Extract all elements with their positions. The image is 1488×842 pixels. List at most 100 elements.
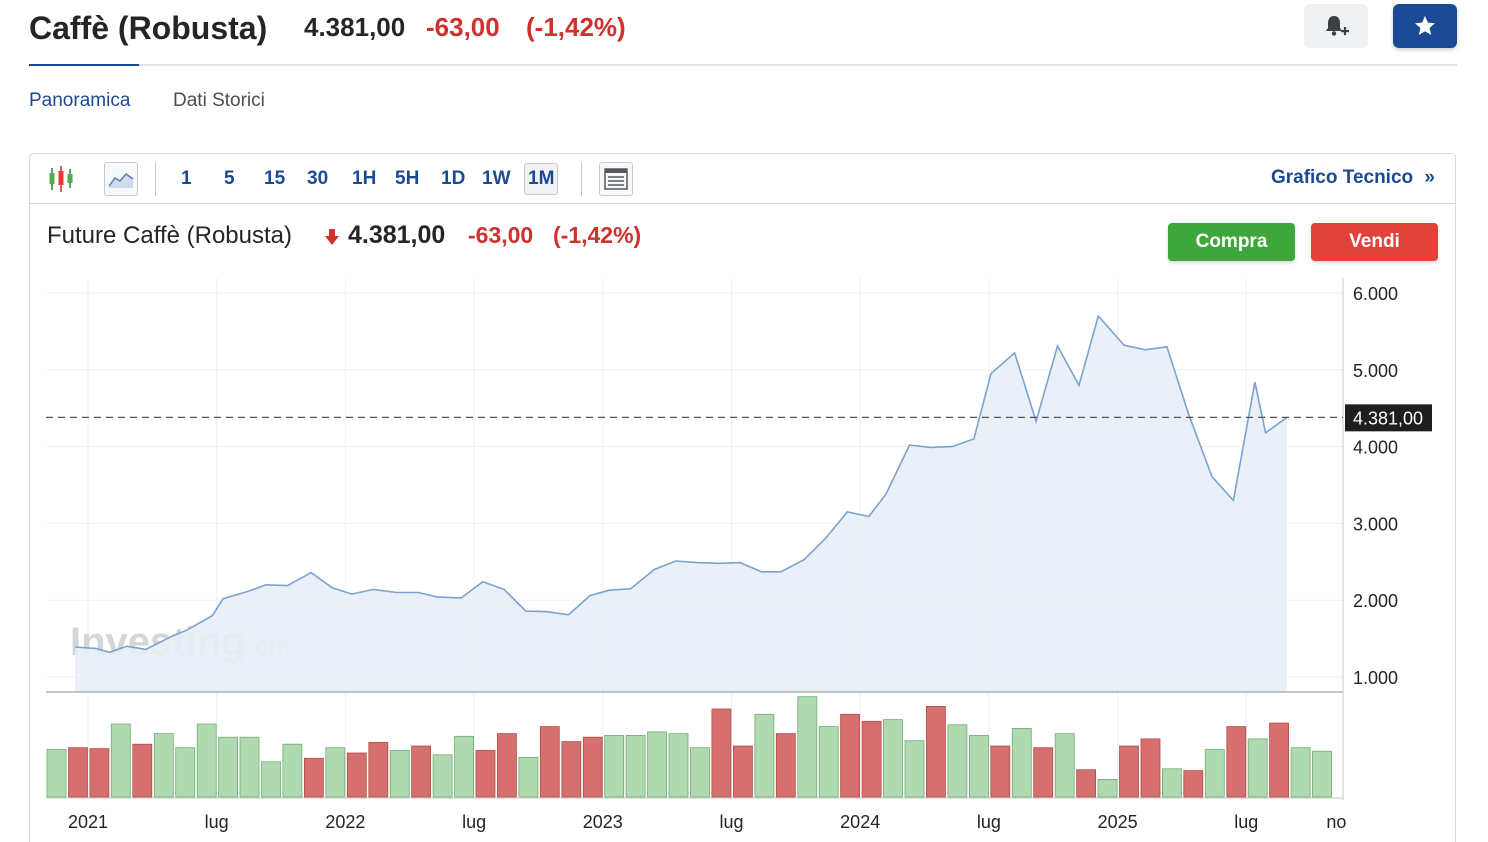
volume-bar bbox=[926, 706, 946, 798]
timeframe-1d[interactable]: 1D bbox=[441, 168, 466, 189]
timeframe-1m[interactable]: 1M bbox=[524, 163, 559, 195]
volume-bar bbox=[89, 748, 110, 798]
chart-last-price: 4.381,00 bbox=[348, 221, 446, 249]
volume-bar bbox=[432, 754, 453, 798]
volume-bar bbox=[539, 726, 560, 798]
toolbar-separator bbox=[155, 162, 156, 196]
volume-bar bbox=[1054, 733, 1075, 798]
volume-bar bbox=[733, 745, 753, 798]
timeframe-5h[interactable]: 5H bbox=[395, 168, 420, 189]
y-tick-label: 5.000 bbox=[1353, 361, 1398, 381]
volume-bar bbox=[218, 736, 239, 798]
down-arrow-icon bbox=[325, 229, 339, 245]
table-icon[interactable] bbox=[599, 162, 633, 196]
y-tick-label: 6.000 bbox=[1353, 284, 1398, 304]
chart-title: Future Caffè (Robusta) bbox=[47, 222, 293, 249]
volume-bar bbox=[904, 740, 925, 798]
x-tick-label: 2023 bbox=[583, 812, 623, 832]
volume-bar bbox=[368, 742, 389, 798]
volume-bar bbox=[1119, 745, 1139, 798]
volume-bar bbox=[1290, 747, 1311, 798]
y-tick-label: 1.000 bbox=[1353, 668, 1398, 688]
volume-bar bbox=[1033, 747, 1054, 798]
volume-bar bbox=[690, 747, 710, 798]
tab-dati-storici[interactable]: Dati Storici bbox=[173, 90, 265, 111]
instrument-header: Caffè (Robusta) 4.381,00 -63,00 (-1,42%) bbox=[29, 4, 1457, 66]
price-change: -63,00 bbox=[426, 12, 500, 42]
volume-bar bbox=[175, 747, 196, 798]
tab-panoramica[interactable]: Panoramica bbox=[29, 90, 131, 111]
volume-bar bbox=[153, 733, 174, 798]
volume-bar bbox=[775, 733, 796, 798]
header-divider-active bbox=[29, 64, 139, 66]
x-tick-label: 2021 bbox=[68, 812, 108, 832]
x-tick-label: lug bbox=[719, 812, 743, 832]
add-alert-button[interactable] bbox=[1304, 4, 1368, 48]
price-area-fill bbox=[75, 316, 1288, 692]
volume-bar bbox=[797, 696, 818, 798]
volume-bar bbox=[1076, 769, 1096, 798]
timeframe-15[interactable]: 15 bbox=[264, 168, 286, 189]
volume-bar bbox=[389, 750, 410, 798]
timeframe-30[interactable]: 30 bbox=[307, 168, 329, 189]
volume-bar bbox=[818, 726, 839, 798]
volume-bars bbox=[46, 696, 1332, 798]
volume-bar bbox=[1226, 726, 1247, 798]
area-chart-icon[interactable] bbox=[104, 162, 138, 196]
volume-bar bbox=[840, 713, 860, 798]
y-tick-label: 3.000 bbox=[1353, 514, 1398, 534]
volume-bar bbox=[561, 741, 582, 798]
volume-bar bbox=[68, 747, 88, 798]
volume-bar bbox=[711, 708, 732, 798]
volume-bar bbox=[1204, 749, 1225, 798]
price-change-percent: (-1,42%) bbox=[526, 12, 626, 42]
volume-bar bbox=[647, 731, 667, 798]
volume-bar bbox=[668, 733, 689, 798]
timeframe-1[interactable]: 1 bbox=[181, 168, 192, 189]
y-tick-label: 4.000 bbox=[1353, 438, 1398, 458]
volume-bar bbox=[1312, 750, 1332, 798]
chart-price-change-percent: (-1,42%) bbox=[553, 222, 642, 248]
volume-bar bbox=[454, 735, 475, 798]
buy-button[interactable]: Compra bbox=[1168, 223, 1295, 261]
sell-button[interactable]: Vendi bbox=[1311, 223, 1438, 261]
volume-bar bbox=[1247, 738, 1268, 798]
bell-plus-icon bbox=[1326, 16, 1349, 36]
toolbar-separator bbox=[581, 162, 582, 196]
volume-bar bbox=[518, 757, 539, 798]
volume-bar bbox=[625, 735, 646, 798]
x-tick-label: lug bbox=[977, 812, 1001, 832]
y-tick-label: 2.000 bbox=[1353, 591, 1398, 611]
chart-price-change: -63,00 bbox=[468, 222, 534, 248]
volume-bar bbox=[196, 723, 217, 798]
volume-bar bbox=[346, 752, 367, 798]
x-tick-label: 2024 bbox=[840, 812, 880, 832]
x-tick-label: lug bbox=[1234, 812, 1258, 832]
chart-panel: 1 5 15 30 1H 5H 1D 1W 1M Grafico Tecnico… bbox=[29, 153, 1456, 842]
volume-bar bbox=[46, 749, 67, 798]
last-price: 4.381,00 bbox=[304, 12, 406, 42]
volume-bar bbox=[883, 719, 903, 798]
timeframe-1h[interactable]: 1H bbox=[352, 168, 377, 189]
candlestick-icon[interactable] bbox=[44, 162, 78, 196]
volume-bar bbox=[1183, 770, 1204, 798]
volume-bar bbox=[475, 750, 496, 798]
volume-bar bbox=[1162, 768, 1182, 798]
price-area bbox=[75, 314, 1288, 692]
volume-bar bbox=[261, 761, 281, 798]
volume-bar bbox=[132, 743, 153, 798]
technical-chart-link[interactable]: Grafico Tecnico » bbox=[1271, 167, 1435, 189]
x-tick-label: 2025 bbox=[1098, 812, 1138, 832]
timeframe-1w[interactable]: 1W bbox=[482, 168, 511, 189]
volume-bar bbox=[969, 735, 989, 798]
timeframe-5[interactable]: 5 bbox=[224, 168, 235, 189]
volume-bar bbox=[303, 757, 324, 798]
x-tick-label: lug bbox=[205, 812, 229, 832]
current-price-label: 4.381,00 bbox=[1353, 408, 1423, 428]
volume-bar bbox=[604, 735, 625, 798]
volume-bar bbox=[1140, 738, 1161, 798]
volume-bar bbox=[325, 747, 346, 798]
volume-bar bbox=[411, 745, 432, 798]
watchlist-button[interactable] bbox=[1393, 4, 1457, 48]
